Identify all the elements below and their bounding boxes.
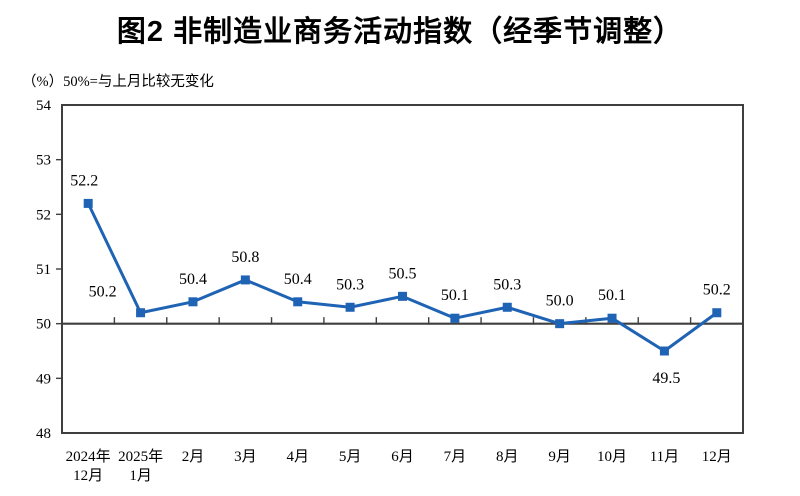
data-point-label: 50.3 (493, 276, 521, 293)
x-axis-category-label: 9月 (548, 449, 571, 465)
x-axis-category-label: 4月 (286, 449, 309, 465)
x-axis-category-label: 2025年 (118, 448, 163, 465)
data-point-label: 50.1 (598, 287, 626, 304)
data-point-marker (450, 313, 460, 323)
data-point-marker (83, 198, 93, 208)
data-point-label: 50.8 (231, 249, 259, 266)
x-axis-category-label: 2月 (182, 449, 205, 465)
data-point-marker (555, 319, 565, 329)
x-axis-category-label: 8月 (496, 449, 519, 465)
data-point-label: 50.5 (389, 265, 417, 282)
data-point-marker (607, 313, 617, 323)
x-axis-category-label: 12月 (73, 468, 103, 484)
x-axis-category-label: 12月 (702, 449, 732, 465)
x-axis-category-label: 2024年 (66, 448, 111, 465)
x-axis-category-label: 1月 (129, 468, 152, 484)
y-axis-tick-label: 50 (36, 317, 51, 333)
data-point-marker (502, 302, 512, 312)
data-point-label: 50.4 (179, 271, 207, 288)
data-point-label: 50.4 (284, 271, 312, 288)
x-axis-category-label: 5月 (339, 449, 362, 465)
x-axis-category-label: 11月 (650, 449, 679, 465)
y-axis-tick-label: 54 (36, 98, 52, 114)
data-point-marker (240, 275, 250, 285)
data-point-label: 49.5 (652, 370, 680, 387)
data-point-label: 50.0 (546, 293, 574, 310)
data-point-label: 50.2 (703, 282, 731, 299)
y-axis-tick-label: 51 (36, 262, 51, 278)
axis-unit-note: （%）50%=与上月比较无变化 (22, 74, 214, 90)
data-point-marker (293, 297, 303, 307)
data-point-marker (188, 297, 198, 307)
x-axis-category-label: 3月 (234, 449, 257, 465)
x-axis-category-label: 10月 (597, 449, 627, 465)
y-axis-tick-label: 48 (36, 426, 51, 442)
data-point-marker (136, 308, 146, 318)
data-point-marker (398, 291, 407, 301)
data-point-marker (659, 346, 669, 356)
data-point-label: 50.3 (336, 276, 364, 293)
data-point-label: 52.2 (70, 172, 98, 189)
data-point-marker (345, 302, 355, 312)
y-axis-tick-label: 52 (36, 207, 51, 223)
data-point-label: 50.1 (441, 287, 469, 304)
y-axis-tick-label: 49 (36, 371, 51, 387)
x-axis-category-label: 6月 (391, 449, 414, 465)
data-point-marker (712, 308, 722, 318)
chart-title: 图2 非制造业商务活动指数（经季节调整） (116, 16, 684, 48)
y-axis-tick-label: 53 (36, 153, 51, 169)
data-point-label: 50.2 (89, 284, 117, 301)
x-axis-category-label: 7月 (444, 449, 467, 465)
